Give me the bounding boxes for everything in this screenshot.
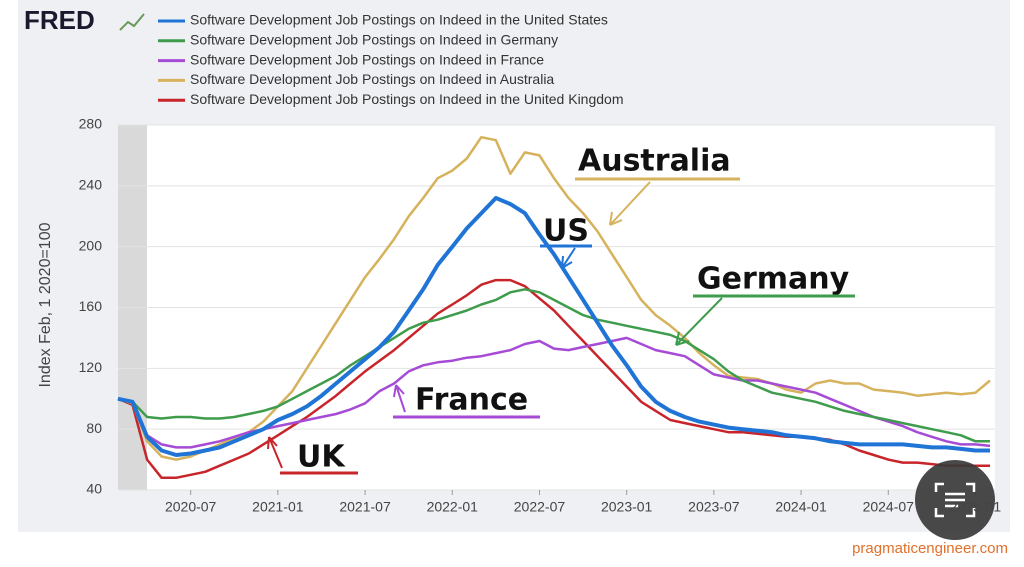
legend-label: Software Development Job Postings on Ind… bbox=[190, 12, 608, 28]
y-tick-label: 200 bbox=[79, 237, 103, 253]
annotation: US bbox=[543, 214, 589, 249]
x-tick-label: 2022-07 bbox=[514, 499, 566, 515]
logo-icon bbox=[119, 13, 145, 31]
annotation: Australia bbox=[578, 144, 731, 179]
x-tick-label: 2021-07 bbox=[339, 499, 391, 515]
annotation: Germany bbox=[697, 262, 850, 297]
y-tick-label: 280 bbox=[79, 116, 103, 132]
source: pragmaticengineer.com bbox=[852, 540, 1008, 557]
legend-label: Software Development Job Postings on Ind… bbox=[190, 91, 624, 107]
annotation: UK bbox=[297, 440, 346, 475]
arrow bbox=[267, 436, 283, 469]
x-tick-label: 2023-07 bbox=[688, 499, 740, 515]
annotation: France bbox=[415, 383, 528, 418]
x-tick-label: 2024-01 bbox=[775, 499, 827, 515]
y-tick-label: 40 bbox=[86, 481, 102, 497]
arrow bbox=[393, 384, 406, 413]
legend-label: Software Development Job Postings on Ind… bbox=[190, 71, 554, 87]
series-line bbox=[117, 135, 991, 461]
x-tick-label: 2022-01 bbox=[427, 499, 479, 515]
y-tick-label: 240 bbox=[79, 177, 103, 193]
x-tick-label: 2020-07 bbox=[165, 499, 217, 515]
arrow bbox=[675, 297, 723, 346]
arrow bbox=[609, 181, 651, 226]
x-tick-label: 2025-01 bbox=[950, 499, 1002, 515]
logo: FRED bbox=[24, 5, 95, 35]
legend-label: Software Development Job Postings on Ind… bbox=[190, 32, 558, 48]
y-axis-label: Index Feb, 1 2020=100 bbox=[37, 222, 54, 387]
y-tick-label: 160 bbox=[79, 298, 103, 314]
y-tick-label: 120 bbox=[79, 359, 103, 375]
x-tick-label: 2021-01 bbox=[252, 499, 304, 515]
series-line bbox=[117, 288, 990, 443]
plot bbox=[117, 124, 995, 495]
x-tick-label: 2024-07 bbox=[863, 499, 915, 515]
arrow bbox=[561, 247, 576, 269]
annotations: Australia US Germany France UK bbox=[267, 144, 855, 475]
series-line bbox=[117, 196, 990, 457]
x-tick-label: 2023-01 bbox=[601, 499, 653, 515]
lens-button[interactable] bbox=[915, 460, 995, 540]
legend-label: Software Development Job Postings on Ind… bbox=[190, 51, 544, 67]
lens-icon bbox=[934, 482, 976, 518]
y-tick-label: 80 bbox=[86, 420, 102, 436]
